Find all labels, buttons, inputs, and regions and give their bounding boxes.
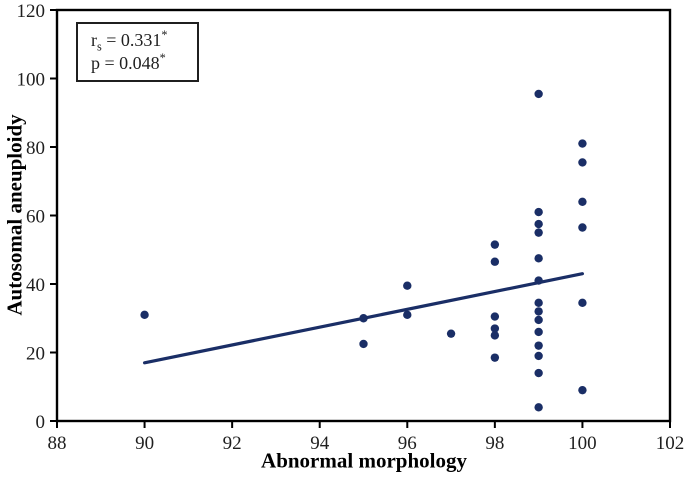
y-tick-label: 120 [17, 1, 46, 22]
data-point [403, 310, 412, 320]
x-tick-label: 92 [223, 433, 242, 454]
y-tick-label: 100 [17, 70, 46, 91]
rs-value: = 0.331 [101, 30, 162, 50]
x-tick-label: 96 [398, 433, 417, 454]
data-point [534, 315, 543, 325]
data-point [578, 197, 587, 206]
x-tick-label: 100 [568, 433, 597, 454]
data-point [534, 341, 543, 350]
data-point [578, 158, 587, 167]
rs-significance-asterisk: * [161, 28, 168, 42]
data-point [534, 254, 543, 263]
y-axis-title: Autosomal aneuploidy [2, 114, 27, 316]
data-point [490, 331, 500, 340]
x-axis-title: Abnormal morphology [261, 448, 467, 473]
data-point [403, 281, 412, 290]
data-point [359, 339, 368, 349]
data-point [140, 310, 149, 320]
p-value: p = 0.048 [91, 53, 160, 73]
data-point [359, 314, 368, 323]
y-tick-label: 60 [26, 207, 45, 228]
data-point [490, 312, 500, 321]
data-point [490, 353, 500, 362]
data-point [534, 228, 543, 237]
data-point [490, 324, 500, 333]
data-point [534, 276, 543, 285]
stats-annotation-box: rs = 0.331* p = 0.048* [76, 22, 199, 82]
data-point [534, 327, 543, 337]
data-point [490, 240, 500, 249]
y-tick-label: 20 [26, 344, 45, 365]
rs-subscript: s [97, 39, 102, 54]
x-tick-label: 94 [310, 433, 330, 454]
data-point [578, 139, 587, 148]
y-tick-label: 40 [26, 275, 45, 296]
data-point [534, 298, 543, 308]
rs-base: r [91, 30, 97, 50]
data-point [578, 298, 587, 308]
data-point [534, 307, 543, 316]
p-significance-asterisk: * [159, 51, 166, 65]
data-point [578, 385, 587, 395]
x-tick-label: 88 [48, 433, 67, 454]
data-point [534, 219, 543, 229]
data-point [534, 403, 543, 412]
y-tick-label: 0 [36, 412, 46, 433]
data-point [446, 329, 456, 338]
x-tick-label: 98 [485, 433, 504, 454]
data-point [534, 351, 543, 361]
data-point [534, 207, 543, 217]
x-tick-label: 102 [656, 433, 685, 454]
data-point [490, 257, 500, 266]
y-tick-label: 80 [26, 138, 45, 159]
data-point [534, 89, 543, 99]
data-point [534, 368, 543, 378]
x-tick-label: 90 [135, 433, 154, 454]
annotation-p-value: p = 0.048* [91, 52, 197, 75]
data-point [578, 223, 587, 232]
annotation-rs-value: rs = 0.331* [91, 28, 197, 54]
